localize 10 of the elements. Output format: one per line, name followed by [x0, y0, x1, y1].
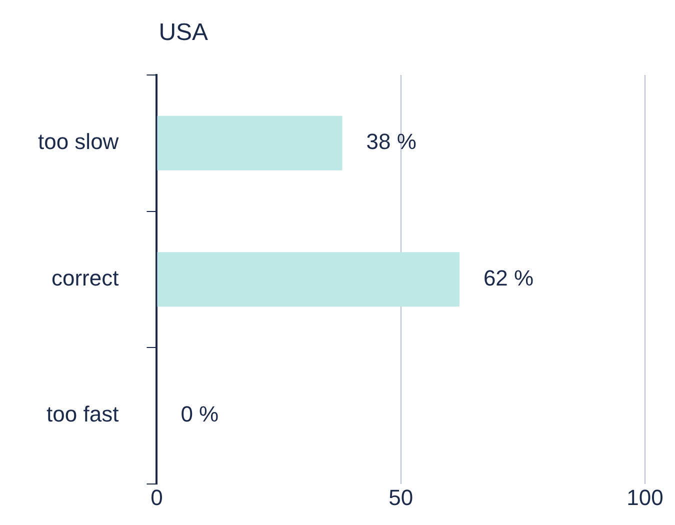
- x-tick-label: 0: [150, 485, 163, 510]
- data-label: 0 %: [180, 402, 219, 427]
- x-tick-label: 100: [626, 485, 664, 510]
- y-tick-label: too slow: [38, 129, 119, 154]
- data-label: 38 %: [366, 129, 416, 154]
- chart-title: USA: [158, 19, 208, 46]
- y-tick-label: correct: [51, 265, 119, 290]
- x-tick-label: 50: [388, 485, 414, 510]
- data-label: 62 %: [483, 265, 534, 290]
- y-tick-label: too fast: [46, 402, 119, 427]
